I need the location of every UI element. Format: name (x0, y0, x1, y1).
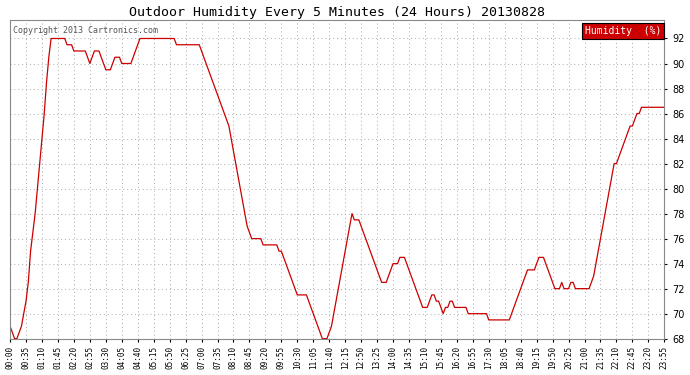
Text: Copyright 2013 Cartronics.com: Copyright 2013 Cartronics.com (13, 26, 158, 35)
Text: Humidity  (%): Humidity (%) (584, 26, 661, 36)
Title: Outdoor Humidity Every 5 Minutes (24 Hours) 20130828: Outdoor Humidity Every 5 Minutes (24 Hou… (129, 6, 545, 18)
